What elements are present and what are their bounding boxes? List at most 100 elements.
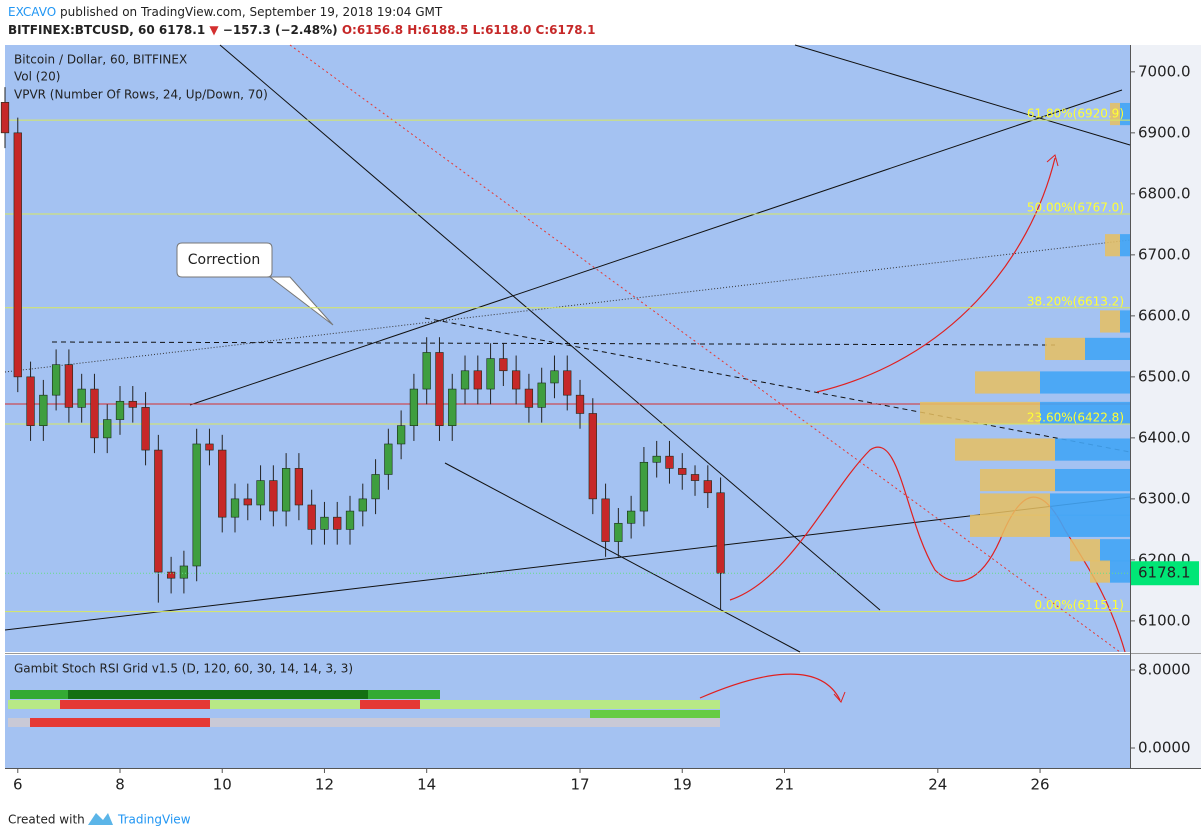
change: −157.3 (−2.48%)	[223, 23, 338, 37]
candle-body	[460, 370, 470, 390]
heat-row	[30, 718, 210, 727]
candle-body	[703, 480, 712, 494]
candle-body	[243, 498, 252, 506]
y-tick-label: 6500.0	[1138, 367, 1191, 385]
candle-body	[409, 388, 419, 426]
y-tick-label: 8.0000	[1138, 661, 1191, 679]
y-tick-label: 7000.0	[1138, 62, 1191, 80]
trend-line	[219, 44, 881, 611]
candle-body	[511, 370, 521, 390]
footer-brand: TradingView	[117, 813, 191, 827]
fib-label: 23.60%(6422.8)	[1027, 410, 1124, 424]
candle-body	[128, 400, 137, 408]
trend-line	[289, 44, 1121, 653]
candle-body	[333, 516, 342, 530]
ohlc: O:6156.8 H:6188.5 L:6118.0 C:6178.1	[342, 23, 596, 37]
candle-body	[575, 394, 585, 414]
candle-body	[486, 358, 495, 390]
candle-body	[141, 407, 150, 451]
candle-body	[473, 370, 482, 390]
candle-body	[614, 522, 623, 542]
y-tick-label: 6400.0	[1138, 428, 1191, 446]
candle-body	[396, 425, 406, 445]
candle-body	[39, 394, 48, 426]
profile-up	[1120, 310, 1130, 333]
candle-body	[601, 498, 610, 542]
y-tick-label: 6900.0	[1138, 123, 1191, 141]
candle-body	[256, 480, 265, 506]
y-tick-label: 6800.0	[1138, 184, 1191, 202]
footer-text: Created with	[8, 813, 85, 827]
x-tick-label: 6	[13, 776, 23, 794]
indicator-grid	[8, 690, 720, 727]
indicator-pane	[5, 655, 1130, 768]
profile-up	[1055, 438, 1130, 461]
drawings	[4, 44, 1131, 703]
x-tick-label: 19	[673, 776, 692, 794]
profile-down	[1045, 337, 1085, 361]
candle-body	[294, 468, 304, 506]
fib-label: 61.80%(6920.9)	[1027, 107, 1124, 121]
x-tick-label: 26	[1030, 776, 1049, 794]
annotation: Correction	[188, 252, 260, 268]
callout	[176, 242, 334, 326]
heat-row	[8, 718, 720, 727]
candle-body	[307, 504, 316, 530]
candle-body	[115, 400, 125, 420]
candle-body	[269, 480, 278, 512]
logo	[88, 813, 113, 825]
candle-body	[154, 449, 163, 573]
candle-body	[524, 388, 534, 408]
profile-down	[1090, 560, 1110, 583]
candle-body	[652, 455, 661, 463]
profile-down	[1100, 310, 1120, 333]
candle-body	[422, 352, 431, 390]
profile-up	[1040, 401, 1130, 425]
arrow-head	[833, 691, 846, 703]
y-tick-label: 6700.0	[1138, 245, 1191, 263]
x-tick-label: 14	[417, 776, 436, 794]
candle-body	[537, 382, 546, 408]
candle-body	[218, 449, 227, 518]
profile-down	[955, 438, 1055, 461]
candle-body	[678, 468, 687, 475]
last-price-label: 6178.1	[1138, 564, 1191, 582]
candle-body	[627, 510, 636, 524]
legend-item: Vol (20)	[14, 70, 60, 84]
profile-up	[1120, 234, 1130, 257]
candle-body	[384, 443, 393, 475]
profile-down	[1070, 539, 1100, 562]
header-line: EXCAVO published on TradingView.com, Sep…	[8, 5, 443, 19]
candle-body	[179, 565, 189, 579]
trend-line	[424, 317, 1131, 453]
candle-body	[690, 474, 700, 481]
fib-label: 38.20%(6613.2)	[1027, 294, 1124, 308]
published: published on TradingView.com, September …	[60, 5, 443, 19]
candle-body	[0, 102, 10, 134]
candle-body	[550, 370, 559, 384]
trend-line	[4, 496, 1131, 631]
y-tick-label: 6600.0	[1138, 306, 1191, 324]
profile-up	[1055, 468, 1130, 492]
last: 6178.1	[159, 23, 205, 37]
symbol: BITFINEX:BTCUSD, 60	[8, 23, 155, 37]
candle-body	[64, 364, 74, 408]
candle-body	[371, 474, 380, 500]
candle-body	[281, 468, 291, 512]
forecast-arrow	[699, 673, 841, 701]
candle-body	[13, 132, 22, 378]
profile-up	[1050, 514, 1130, 537]
profile-down	[970, 514, 1050, 537]
publisher: EXCAVO	[8, 5, 56, 19]
candle-body	[639, 461, 649, 512]
profile-up	[1110, 560, 1130, 583]
profile-down	[1110, 102, 1120, 126]
profile-down	[920, 401, 1040, 425]
arrow-head	[1046, 154, 1059, 167]
candle-body	[358, 498, 367, 512]
heat-row	[590, 710, 720, 719]
arrow: ▼	[209, 23, 219, 37]
candle-body	[103, 419, 112, 439]
candle-body	[192, 443, 201, 567]
